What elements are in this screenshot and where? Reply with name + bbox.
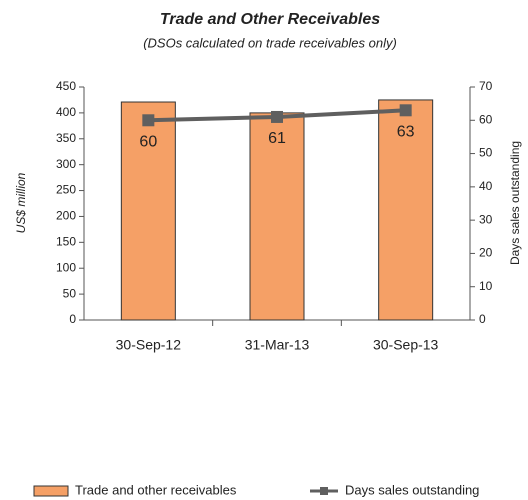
data-label: 63 xyxy=(397,124,415,141)
y-tick-label: 100 xyxy=(56,260,76,274)
line-marker xyxy=(399,104,412,117)
y2-tick-label: 40 xyxy=(479,179,493,193)
y2-tick-label: 70 xyxy=(479,79,493,93)
x-tick-label: 31-Mar-13 xyxy=(245,337,310,353)
data-label: 60 xyxy=(139,134,157,151)
line-marker xyxy=(271,110,283,123)
bar xyxy=(249,112,305,321)
legend-label: Days sales outstanding xyxy=(345,482,479,497)
legend-label: Trade and other receivables xyxy=(75,482,237,497)
y-tick-label: 50 xyxy=(63,286,77,300)
y-tick-label: 200 xyxy=(56,209,76,223)
bar xyxy=(120,101,176,321)
y2-tick-label: 60 xyxy=(479,112,493,126)
y-tick-label: 450 xyxy=(56,79,76,93)
line-marker xyxy=(142,114,155,127)
data-label: 61 xyxy=(268,130,286,147)
chart-subtitle: (DSOs calculated on trade receivables on… xyxy=(143,35,397,50)
y-axis-label: US$ million xyxy=(14,172,28,233)
x-tick-label: 30-Sep-12 xyxy=(116,337,182,353)
legend-swatch xyxy=(33,485,69,497)
y2-tick-label: 20 xyxy=(479,246,493,260)
chart-title: Trade and Other Receivables xyxy=(160,11,380,28)
y2-axis-label: Days sales outstanding xyxy=(508,141,522,265)
bar xyxy=(378,99,434,321)
y2-tick-label: 10 xyxy=(479,279,493,293)
y-tick-label: 250 xyxy=(56,183,76,197)
y2-tick-label: 50 xyxy=(479,146,493,160)
y-tick-label: 150 xyxy=(56,235,76,249)
y-tick-label: 300 xyxy=(56,157,76,171)
x-tick-label: 30-Sep-13 xyxy=(373,337,439,353)
y-tick-label: 0 xyxy=(69,312,76,326)
y-tick-label: 350 xyxy=(56,131,76,145)
y2-tick-label: 30 xyxy=(479,212,493,226)
y-tick-label: 400 xyxy=(56,105,76,119)
legend-swatch-marker xyxy=(320,487,328,495)
y2-tick-label: 0 xyxy=(479,312,486,326)
